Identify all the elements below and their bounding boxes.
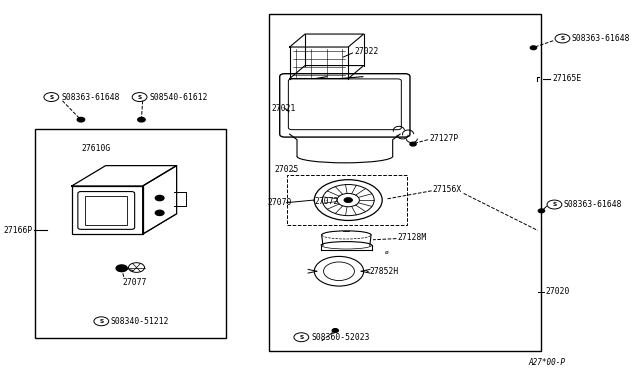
Circle shape — [410, 142, 416, 146]
Text: S: S — [99, 319, 104, 324]
Text: S08363-61648: S08363-61648 — [564, 200, 622, 209]
Text: 27072: 27072 — [315, 197, 339, 206]
Text: S08363-61648: S08363-61648 — [61, 93, 120, 102]
Circle shape — [531, 46, 536, 49]
Circle shape — [116, 265, 127, 272]
Text: 27610G: 27610G — [81, 144, 110, 153]
Text: S: S — [561, 36, 564, 41]
Circle shape — [156, 195, 164, 201]
Text: 27156X: 27156X — [433, 185, 462, 194]
Text: A27*00-P: A27*00-P — [529, 357, 566, 366]
Bar — [85, 196, 127, 225]
Circle shape — [77, 118, 84, 122]
Text: 27022: 27022 — [355, 47, 379, 56]
Bar — [35, 129, 226, 338]
Circle shape — [344, 198, 353, 203]
Text: S08363-61648: S08363-61648 — [572, 34, 630, 43]
Text: S: S — [138, 94, 141, 100]
Circle shape — [332, 329, 339, 333]
Bar — [72, 186, 143, 234]
Bar — [269, 14, 541, 351]
Text: S: S — [49, 94, 53, 100]
Text: 27025: 27025 — [275, 165, 299, 174]
Text: 27127P: 27127P — [429, 134, 458, 143]
Text: S08360-52023: S08360-52023 — [311, 333, 370, 342]
Text: 27077: 27077 — [123, 278, 147, 287]
Text: S: S — [300, 335, 303, 340]
Circle shape — [138, 118, 145, 122]
Text: 27020: 27020 — [545, 287, 570, 296]
Text: 27021: 27021 — [271, 104, 296, 113]
Text: S08540-61612: S08540-61612 — [150, 93, 208, 102]
Text: 27165E: 27165E — [552, 74, 581, 83]
Bar — [287, 175, 407, 225]
Text: 27166P: 27166P — [3, 226, 33, 235]
Text: 27128M: 27128M — [397, 233, 427, 243]
Text: ø: ø — [385, 250, 388, 255]
Text: S08340-51212: S08340-51212 — [111, 317, 169, 326]
Text: S: S — [552, 202, 557, 207]
Circle shape — [538, 209, 545, 213]
Text: 27852H: 27852H — [370, 267, 399, 276]
Circle shape — [156, 210, 164, 215]
Text: 27070: 27070 — [268, 198, 292, 207]
